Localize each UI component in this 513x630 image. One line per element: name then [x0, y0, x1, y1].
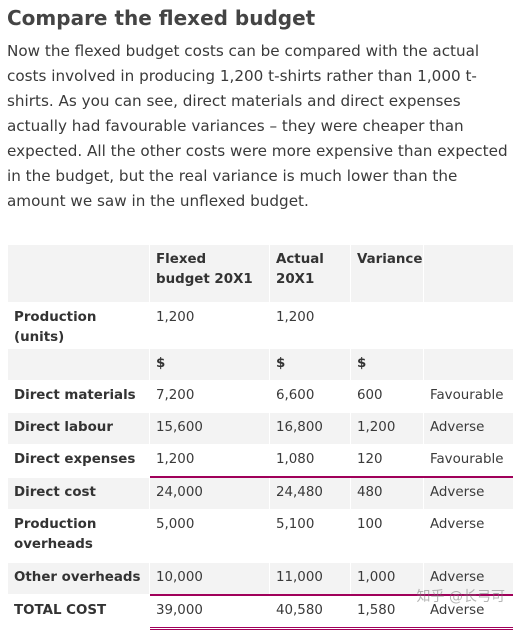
variance-value: 1,580 — [351, 595, 424, 629]
body-paragraph: Now the flexed budget costs can be compa… — [7, 39, 512, 214]
actual-value: 1,200 — [270, 303, 351, 349]
flexed-value: 10,000 — [150, 563, 270, 596]
table-row: Direct materials 7,200 6,600 600 Favoura… — [8, 381, 513, 413]
variance-value: 120 — [351, 445, 424, 478]
flexed-value: 5,000 — [150, 510, 270, 563]
row-label — [8, 349, 150, 381]
row-label: TOTAL COST — [8, 595, 150, 629]
table-row: $ $ $ — [8, 349, 513, 381]
actual-value: 40,580 — [270, 595, 351, 629]
section-heading: Compare the flexed budget — [7, 6, 315, 30]
row-label: Production (units) — [8, 303, 150, 349]
row-label: Direct cost — [8, 477, 150, 510]
variance-value: 100 — [351, 510, 424, 563]
flexed-value: 39,000 — [150, 595, 270, 629]
result-value: Adverse — [424, 477, 513, 510]
watermark: 知乎 @长弓可 — [417, 586, 505, 606]
actual-value: 6,600 — [270, 381, 351, 413]
variance-value — [351, 303, 424, 349]
table-row: Production (units) 1,200 1,200 — [8, 303, 513, 349]
flexed-value: 7,200 — [150, 381, 270, 413]
actual-value: 11,000 — [270, 563, 351, 596]
header-cell-actual: Actual 20X1 — [270, 245, 351, 303]
variance-value: 1,000 — [351, 563, 424, 596]
header-cell-flexed: Flexed budget 20X1 — [150, 245, 270, 303]
row-label: Production overheads — [8, 510, 150, 563]
flexed-budget-table: Flexed budget 20X1 Actual 20X1 Variance … — [7, 244, 513, 630]
result-value — [424, 349, 513, 381]
variance-value: 480 — [351, 477, 424, 510]
actual-value: 5,100 — [270, 510, 351, 563]
row-label: Direct expenses — [8, 445, 150, 478]
result-value — [424, 303, 513, 349]
row-label: Direct materials — [8, 381, 150, 413]
result-value: Adverse — [424, 413, 513, 445]
header-cell-label — [8, 245, 150, 303]
flexed-value: 15,600 — [150, 413, 270, 445]
result-value: Favourable — [424, 381, 513, 413]
row-label: Direct labour — [8, 413, 150, 445]
result-value: Favourable — [424, 445, 513, 478]
row-label: Other overheads — [8, 563, 150, 596]
variance-value: 1,200 — [351, 413, 424, 445]
table-row: Direct expenses 1,200 1,080 120 Favourab… — [8, 445, 513, 478]
flexed-currency: $ — [150, 349, 270, 381]
flexed-value: 1,200 — [150, 445, 270, 478]
header-cell-result — [424, 245, 513, 303]
flexed-value: 1,200 — [150, 303, 270, 349]
result-value: Adverse — [424, 510, 513, 563]
actual-currency: $ — [270, 349, 351, 381]
variance-value: 600 — [351, 381, 424, 413]
table-row: Direct labour 15,600 16,800 1,200 Advers… — [8, 413, 513, 445]
table-row: Direct cost 24,000 24,480 480 Adverse — [8, 477, 513, 510]
table-row: Production overheads 5,000 5,100 100 Adv… — [8, 510, 513, 563]
header-cell-variance: Variance — [351, 245, 424, 303]
flexed-value: 24,000 — [150, 477, 270, 510]
variance-currency: $ — [351, 349, 424, 381]
actual-value: 24,480 — [270, 477, 351, 510]
table-header-row: Flexed budget 20X1 Actual 20X1 Variance — [8, 245, 513, 303]
actual-value: 1,080 — [270, 445, 351, 478]
actual-value: 16,800 — [270, 413, 351, 445]
